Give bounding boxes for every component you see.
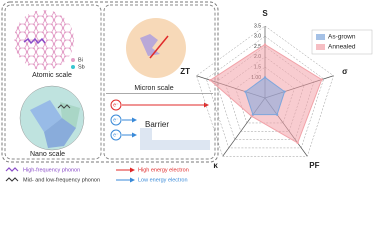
outer-box [1, 1, 219, 163]
precipitate [140, 34, 160, 56]
electron [110, 114, 122, 126]
figure: Bi Sb Atomic scale Nano scale Micron sca… [1, 1, 373, 183]
bi-label: Bi [78, 57, 83, 63]
data-point [283, 90, 286, 93]
electron [110, 99, 122, 111]
electron [110, 129, 122, 141]
electron-label: e⁻ [113, 132, 119, 138]
atomic-title: Atomic scale [32, 72, 72, 79]
data-point [263, 43, 267, 46]
legend-icon [5, 167, 19, 172]
axis-label: PF [309, 161, 319, 170]
left-panel: Bi Sb Atomic scale Nano scale Micron sca… [1, 1, 219, 163]
data-point [275, 113, 279, 116]
legend-text: Low energy electron [138, 177, 188, 183]
sb-label: Sb [78, 64, 85, 70]
legend-label: Annealed [328, 44, 356, 51]
legend-icon [5, 177, 19, 182]
axis-label: S [262, 9, 268, 18]
nano-title: Nano scale [30, 151, 65, 158]
grid-ring [196, 25, 334, 157]
data-point [263, 76, 267, 79]
lattice [14, 10, 74, 70]
data-point [296, 141, 299, 145]
phonon-wave [23, 37, 46, 45]
axis-label: κ [213, 161, 218, 170]
legend-text: Mid- and low-frequency phonon [23, 177, 100, 183]
bottom-legend: High-frequency phonon Mid- and low-frequ… [5, 167, 189, 183]
phonon-wave [57, 104, 71, 109]
tick-label: 3.0 [254, 34, 261, 40]
electron-label: e⁻ [113, 117, 119, 123]
grain [30, 100, 62, 132]
grain [44, 118, 76, 148]
grain [60, 102, 80, 128]
data-point [244, 90, 247, 93]
tick-label: 3.5 [254, 23, 261, 29]
divider [106, 93, 213, 94]
boundary [149, 35, 169, 59]
electron-label: e⁻ [113, 102, 119, 108]
data-point [250, 115, 253, 118]
micron-title: Micron scale [134, 85, 173, 92]
data-point [251, 113, 255, 116]
radar-chart: 1.001.52.02.53.03.5SσPFκZTAs-grownAnneal… [180, 9, 373, 170]
box-atomic-nano [4, 4, 102, 160]
barrier-floor [152, 140, 210, 150]
legend-label: As-grown [328, 34, 356, 41]
sb-dot [71, 65, 75, 69]
tick-label: 2.5 [254, 44, 261, 50]
series-area [244, 76, 286, 116]
barrier-label: Barrier [145, 120, 169, 129]
legend-text: High-frequency phonon [23, 167, 80, 173]
legend-text: High energy electron [138, 167, 189, 173]
legend-swatch [316, 34, 325, 40]
barrier-block [140, 128, 152, 150]
axis-label: σ [342, 67, 348, 76]
bi-dot [71, 58, 75, 62]
grid-ring [206, 35, 324, 149]
axis-label: ZT [180, 67, 190, 76]
legend-swatch [316, 44, 325, 50]
data-point [209, 79, 212, 82]
data-point [320, 78, 323, 81]
micron-grain [126, 18, 186, 78]
